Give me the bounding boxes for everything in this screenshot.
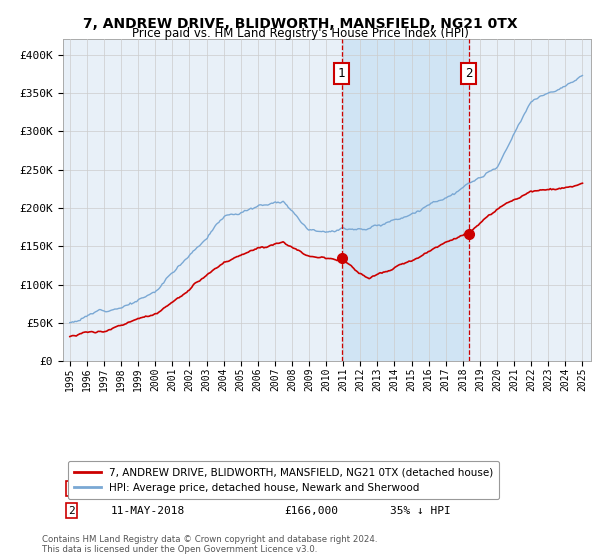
- Legend: 7, ANDREW DRIVE, BLIDWORTH, MANSFIELD, NG21 0TX (detached house), HPI: Average p: 7, ANDREW DRIVE, BLIDWORTH, MANSFIELD, N…: [68, 461, 499, 499]
- Text: 1: 1: [68, 483, 75, 493]
- Bar: [341, 39, 469, 361]
- Text: 36% ↓ HPI: 36% ↓ HPI: [391, 483, 451, 493]
- Text: Price paid vs. HM Land Registry's House Price Index (HPI): Price paid vs. HM Land Registry's House …: [131, 27, 469, 40]
- Text: £166,000: £166,000: [285, 506, 339, 516]
- Text: 2: 2: [465, 67, 473, 80]
- Text: 35% ↓ HPI: 35% ↓ HPI: [391, 506, 451, 516]
- Text: Contains HM Land Registry data © Crown copyright and database right 2024.
This d: Contains HM Land Registry data © Crown c…: [42, 535, 377, 554]
- Text: 11-MAY-2018: 11-MAY-2018: [110, 506, 185, 516]
- Text: £135,000: £135,000: [285, 483, 339, 493]
- Text: 7, ANDREW DRIVE, BLIDWORTH, MANSFIELD, NG21 0TX: 7, ANDREW DRIVE, BLIDWORTH, MANSFIELD, N…: [83, 17, 517, 31]
- Text: 1: 1: [338, 67, 345, 80]
- Text: 2: 2: [68, 506, 75, 516]
- Text: 26-NOV-2010: 26-NOV-2010: [110, 483, 185, 493]
